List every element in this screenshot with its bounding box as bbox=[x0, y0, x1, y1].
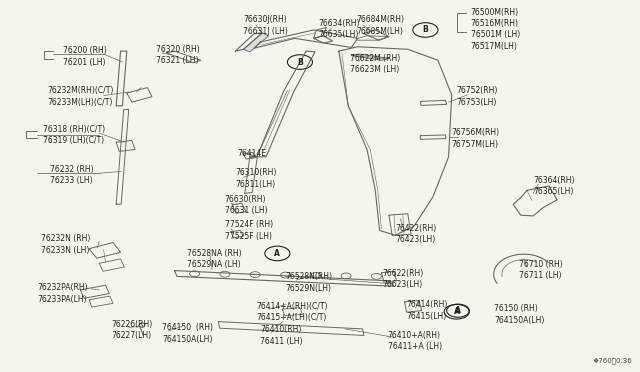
Text: 76414(RH)
76415(LH): 76414(RH) 76415(LH) bbox=[406, 301, 448, 321]
Text: A: A bbox=[455, 306, 461, 315]
Text: 76226(RH)
76227(LH): 76226(RH) 76227(LH) bbox=[112, 320, 153, 340]
Text: 77524F (RH)
77525F (LH): 77524F (RH) 77525F (LH) bbox=[225, 220, 273, 241]
Text: 76232PA(RH)
76233PA(LH): 76232PA(RH) 76233PA(LH) bbox=[38, 283, 88, 304]
Text: 76232 (RH)
76233 (LH): 76232 (RH) 76233 (LH) bbox=[51, 165, 94, 185]
Text: 76684M(RH)
76685M(LH): 76684M(RH) 76685M(LH) bbox=[356, 15, 404, 36]
Text: 76200 (RH)
76201 (LH): 76200 (RH) 76201 (LH) bbox=[63, 46, 107, 67]
Text: 76422(RH)
76423(LH): 76422(RH) 76423(LH) bbox=[396, 224, 436, 244]
Text: 76630(RH)
76631 (LH): 76630(RH) 76631 (LH) bbox=[225, 195, 268, 215]
Text: A: A bbox=[454, 307, 460, 316]
Text: 76528NA (RH)
76529NA (LH): 76528NA (RH) 76529NA (LH) bbox=[187, 249, 242, 269]
Text: 76710 (RH)
76711 (LH): 76710 (RH) 76711 (LH) bbox=[520, 260, 563, 280]
Text: 76310(RH)
76311(LH): 76310(RH) 76311(LH) bbox=[236, 169, 276, 189]
Text: 76410(RH)
76411 (LH): 76410(RH) 76411 (LH) bbox=[260, 325, 303, 346]
Text: B: B bbox=[422, 25, 428, 35]
Text: 76752(RH)
76753(LH): 76752(RH) 76753(LH) bbox=[457, 86, 498, 107]
Text: 76232M(RH)(C/T)
76233M(LH)(C/T): 76232M(RH)(C/T) 76233M(LH)(C/T) bbox=[47, 86, 113, 107]
Text: 76150 (RH)
764150A(LH): 76150 (RH) 764150A(LH) bbox=[494, 304, 545, 324]
Text: ❖760：0.36: ❖760：0.36 bbox=[593, 357, 632, 364]
Text: 76364(RH)
76365(LH): 76364(RH) 76365(LH) bbox=[533, 176, 575, 196]
Polygon shape bbox=[243, 33, 269, 52]
Text: 76622M (RH)
76623M (LH): 76622M (RH) 76623M (LH) bbox=[350, 54, 401, 74]
Text: 76414+A(RH)(C/T)
76415+A(LH)(C/T): 76414+A(RH)(C/T) 76415+A(LH)(C/T) bbox=[256, 302, 328, 322]
Text: 76756M(RH)
76757M(LH): 76756M(RH) 76757M(LH) bbox=[452, 128, 500, 149]
Text: 76320 (RH)
76321 (LH): 76320 (RH) 76321 (LH) bbox=[156, 45, 200, 65]
Text: 76410+A(RH)
76411+A (LH): 76410+A(RH) 76411+A (LH) bbox=[388, 331, 442, 351]
Text: A: A bbox=[275, 249, 280, 258]
Text: 76318 (RH)(C/T)
76319 (LH)(C/T): 76318 (RH)(C/T) 76319 (LH)(C/T) bbox=[43, 125, 105, 145]
Text: B: B bbox=[297, 58, 303, 67]
Text: 76528N(RH)
76529N(LH): 76528N(RH) 76529N(LH) bbox=[285, 272, 333, 293]
Text: 76414E: 76414E bbox=[237, 149, 266, 158]
Text: 76630J(RH)
76631J (LH): 76630J(RH) 76631J (LH) bbox=[243, 15, 289, 36]
Text: 76232N (RH)
76233N (LH): 76232N (RH) 76233N (LH) bbox=[41, 234, 90, 254]
Text: 76500M(RH)
76516M(RH)
76501M (LH)
76517M(LH): 76500M(RH) 76516M(RH) 76501M (LH) 76517M… bbox=[470, 7, 520, 51]
Text: 76622(RH)
76623(LH): 76622(RH) 76623(LH) bbox=[383, 269, 424, 289]
Text: 76634(RH)
76635(LH): 76634(RH) 76635(LH) bbox=[319, 19, 360, 39]
Text: 764150  (RH)
764150A(LH): 764150 (RH) 764150A(LH) bbox=[162, 323, 213, 344]
